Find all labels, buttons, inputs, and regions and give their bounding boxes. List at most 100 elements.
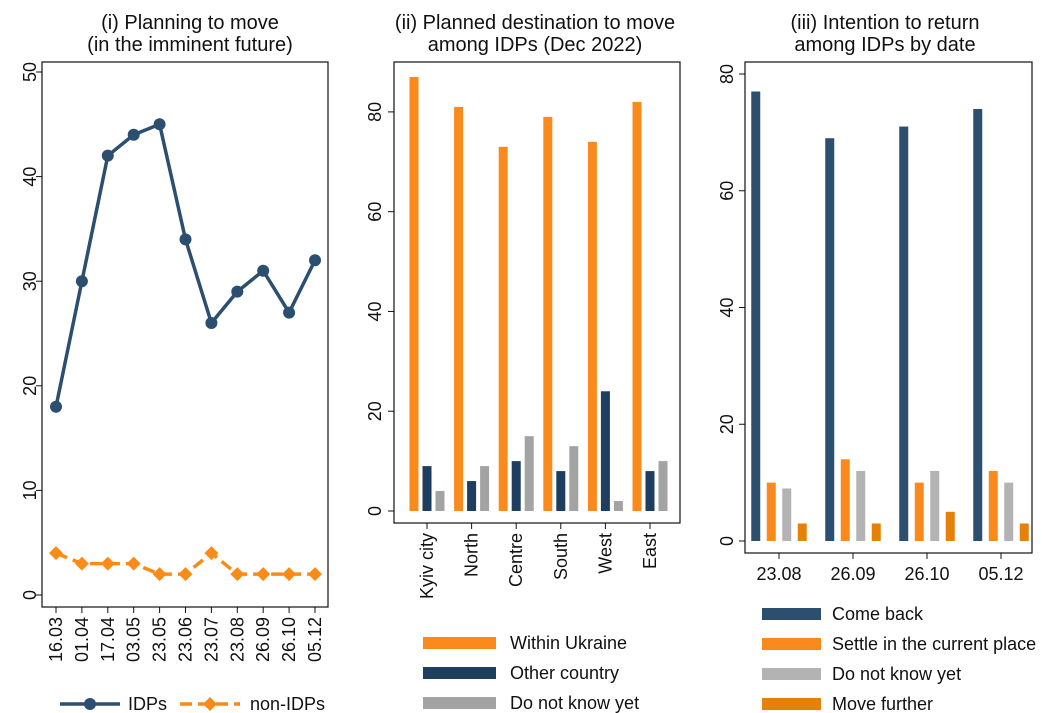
panel1-series-line-idps: [54, 122, 317, 408]
panel1-xtick-label: 01.04: [72, 617, 92, 662]
panel3-xtick-label: 26.10: [904, 564, 949, 584]
panel3-bar-move-further: [1019, 523, 1029, 541]
panel1-point-idps: [50, 400, 62, 413]
panel3-ytick-label: 20: [717, 414, 737, 434]
legend1-marker-non-idps: [203, 697, 217, 711]
panel1-point-idps: [153, 118, 166, 131]
panel2-xtick-label: Centre: [506, 533, 526, 587]
panel2-bar-do-not-know-yet: [435, 491, 445, 511]
panel2-bar-other-country: [556, 471, 566, 511]
panel2-bar-within-ukraine: [498, 146, 508, 512]
panel3-bar-do-not-know-yet: [782, 488, 792, 541]
panel1-title: (i) Planning to move (in the imminent fu…: [40, 12, 340, 56]
panel2-bar-within-ukraine: [409, 76, 419, 511]
panel3-bar-settle-in-the-current-place: [988, 470, 998, 541]
panel1-point-non-idps: [308, 567, 322, 582]
panel1-xtick-label: 23.05: [150, 617, 170, 662]
panel3-xtick-label: 26.09: [830, 564, 875, 584]
panel3-plot: 0 20 40 60 80 23.08 26.09 26.10 05.12: [717, 61, 1033, 584]
panel3-bar-settle-in-the-current-place: [766, 482, 776, 541]
panel1-xtick-label: 23.08: [227, 617, 247, 662]
legend3-swatch-come-back: [762, 608, 821, 620]
legend2-swatch-other-country: [423, 667, 496, 679]
panel1-point-non-idps: [74, 556, 89, 571]
panel1-xtick-label: 17.04: [98, 617, 118, 662]
panel2-ytick-label: 0: [365, 506, 385, 516]
legends: IDPs non-IDPs Within Ukraine Other country D…: [60, 604, 1036, 713]
panel3-ytick-label: 80: [717, 64, 737, 84]
legend3-label-settle-in-the-current-place: Settle in the current place: [832, 634, 1036, 654]
panel1-ytick-label: 40: [20, 167, 40, 187]
panel3-bar-come-back: [899, 126, 909, 541]
panel1-point-idps: [179, 233, 192, 246]
panel3-bar-settle-in-the-current-place: [840, 459, 850, 541]
panel1-xtick-label: 26.10: [279, 617, 299, 662]
panel1-title-line2: (in the imminent future): [87, 34, 293, 56]
legend3-label-come-back: Come back: [832, 604, 924, 624]
panel2-bar-other-country: [645, 471, 655, 511]
panel3-xtick-label: 05.12: [978, 564, 1023, 584]
panel3-ytick-label: 0: [717, 536, 737, 546]
panel1-xtick-label: 23.07: [201, 617, 221, 662]
panel3-bar-move-further: [945, 511, 955, 541]
panel2-ytick-label: 80: [365, 102, 385, 122]
panel1-xtick-label: 05.12: [305, 617, 325, 662]
panel3-bar-do-not-know-yet: [930, 470, 940, 541]
panel1-point-idps: [309, 254, 321, 267]
panel1-xtick-label: 26.09: [253, 617, 273, 662]
panel1-point-idps: [257, 264, 270, 277]
panel1-point-non-idps: [204, 546, 219, 561]
panel1-frame: [41, 61, 329, 608]
legend1-label-idps: IDPs: [128, 694, 167, 713]
panel1-xtick-label: 16.03: [46, 617, 66, 662]
panel2-title: (ii) Planned destination to move among I…: [365, 12, 705, 56]
panel1-ytick-label: 0: [20, 590, 40, 600]
panel1-point-non-idps: [49, 546, 63, 561]
panel1-ytick-label: 50: [20, 62, 40, 82]
panel3-bar-do-not-know-yet: [1004, 482, 1014, 541]
panel2-bar-do-not-know-yet: [613, 501, 623, 511]
panel1-point-idps: [101, 149, 114, 162]
panel3-bar-do-not-know-yet: [856, 470, 866, 541]
panel1-ytick-label: 10: [20, 480, 40, 500]
panel3-title-line1: (iii) Intention to return: [790, 12, 980, 34]
panel2-plot: 0 20 40 60 80 Kyiv city North Centre South West Ea…: [365, 61, 681, 599]
legend2-swatch-within-ukraine: [423, 637, 496, 649]
panel1-point-idps: [75, 275, 88, 288]
legend2-label-within-ukraine: Within Ukraine: [510, 633, 627, 653]
panel2-bar-other-country: [511, 461, 521, 511]
panel1-point-idps: [127, 128, 140, 141]
panel1-point-idps: [283, 306, 296, 319]
panel2-ytick-label: 40: [365, 301, 385, 321]
panel1-point-idps: [205, 317, 218, 330]
panel3-bar-move-further: [871, 523, 881, 541]
panel2-bar-do-not-know-yet: [480, 466, 490, 511]
panel3-bar-come-back: [973, 109, 983, 542]
panel2-bar-do-not-know-yet: [524, 436, 534, 511]
legend2-swatch-do-not-know-yet: [423, 697, 496, 709]
panel2-bar-do-not-know-yet: [658, 461, 668, 511]
panel3-bar-move-further: [797, 523, 807, 541]
legend1-label-non-idps: non-IDPs: [250, 694, 325, 713]
panel1-point-non-idps: [256, 567, 271, 582]
panel2-bar-within-ukraine: [543, 116, 553, 511]
panel2-bar-within-ukraine: [587, 141, 597, 511]
panel2-title-line1: (ii) Planned destination to move: [394, 12, 676, 34]
panel2-bar-other-country: [422, 466, 432, 511]
panel2-title-line2: among IDPs (Dec 2022): [427, 34, 643, 56]
panel1-ytick-label: 20: [20, 376, 40, 396]
panel1-xtick-label: 03.05: [124, 617, 144, 662]
panel1-point-idps: [231, 285, 244, 298]
panel2-bar-do-not-know-yet: [569, 446, 579, 511]
panel2-bar-other-country: [600, 391, 610, 511]
panel2-bar-other-country: [467, 481, 477, 511]
panel2-bar-within-ukraine: [454, 106, 464, 511]
panel1-point-non-idps: [282, 567, 297, 582]
legend2-label-other-country: Other country: [510, 663, 619, 683]
panel3-title: (iii) Intention to return among IDPs by …: [735, 12, 1035, 56]
legend3-swatch-do-not-know-yet: [762, 668, 821, 680]
panel2-xtick-label: South: [551, 533, 571, 580]
panel1-point-non-idps: [126, 556, 141, 571]
panel1-title-line1: (i) Planning to move: [101, 12, 279, 34]
